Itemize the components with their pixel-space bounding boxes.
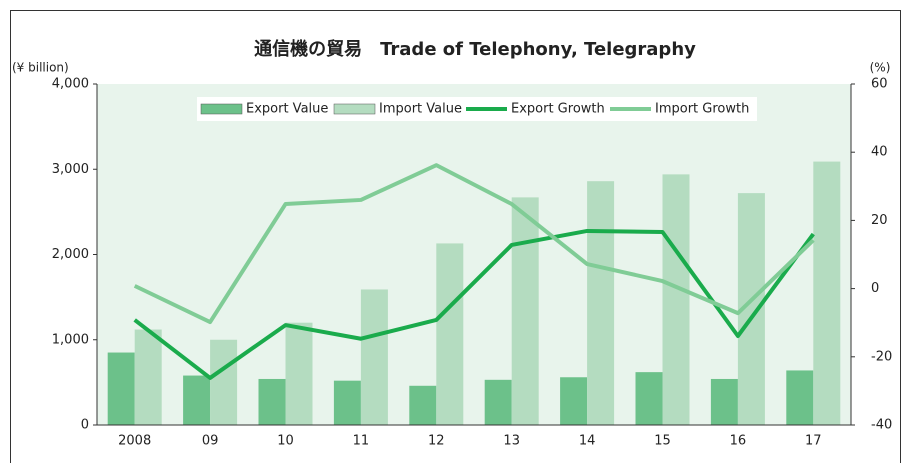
legend-swatch: [333, 103, 376, 115]
bar: [662, 174, 690, 425]
x-tick-label: 13: [503, 434, 520, 449]
y2-axis-label: (%): [870, 61, 891, 75]
x-tick-label: 09: [202, 434, 219, 449]
legend-label: Export Value: [246, 102, 328, 117]
x-tick-label: 2008: [118, 434, 151, 449]
bar: [409, 385, 437, 425]
bar: [285, 322, 313, 425]
legend-label: Export Growth: [511, 102, 605, 117]
bar: [635, 372, 663, 425]
bar: [813, 161, 841, 425]
bar: [258, 378, 286, 425]
bar: [134, 329, 162, 425]
line: [133, 228, 815, 380]
x-tick-label: 10: [277, 434, 294, 449]
y-tick-label: 2,000: [52, 247, 89, 262]
x-tick-label: 17: [805, 434, 822, 449]
x-tick-label: 11: [353, 434, 370, 449]
y-tick-label: 1,000: [52, 332, 89, 347]
bar: [484, 379, 512, 425]
y2-tick-label: -40: [871, 418, 892, 433]
bar: [710, 378, 738, 425]
y2-tick-label: -20: [871, 349, 892, 364]
x-tick-label: 12: [428, 434, 445, 449]
y2-tick-label: 20: [871, 213, 888, 228]
y-axis-label: (¥ billion): [12, 61, 69, 75]
bar: [560, 377, 588, 425]
x-tick-label: 15: [654, 434, 671, 449]
y-tick-label: 3,000: [52, 162, 89, 177]
line: [133, 163, 815, 325]
legend-swatch: [200, 103, 243, 115]
bar: [333, 380, 361, 425]
y2-tick-label: 60: [871, 77, 888, 92]
bar: [511, 197, 539, 425]
bar: [107, 352, 135, 425]
bar: [587, 181, 615, 425]
y-tick-label: 0: [81, 418, 89, 433]
y2-tick-label: 40: [871, 145, 888, 160]
bar: [360, 289, 388, 425]
y-tick-label: 4,000: [52, 77, 89, 92]
chart-title: 通信機の貿易 Trade of Telephony, Telegraphy: [254, 38, 696, 60]
bar: [786, 370, 814, 425]
bar: [436, 243, 464, 425]
bar: [210, 339, 238, 425]
legend-label: Import Growth: [655, 102, 749, 117]
bar: [183, 375, 211, 425]
x-tick-label: 14: [579, 434, 596, 449]
x-tick-label: 16: [730, 434, 747, 449]
y2-tick-label: 0: [871, 281, 879, 296]
legend-label: Import Value: [379, 102, 462, 117]
